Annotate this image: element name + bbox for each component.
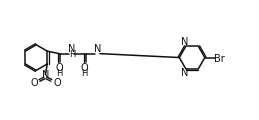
Text: H: H (56, 69, 62, 78)
Text: H: H (69, 50, 75, 59)
Text: O: O (81, 63, 88, 73)
Text: N: N (68, 44, 76, 54)
Text: O: O (30, 78, 38, 88)
Text: O: O (53, 78, 61, 88)
Text: N: N (181, 37, 188, 47)
Text: Br: Br (214, 54, 225, 64)
Text: O: O (55, 63, 63, 73)
Text: N: N (94, 44, 101, 54)
Text: H: H (81, 69, 88, 78)
Text: N: N (42, 70, 49, 80)
Text: N: N (181, 68, 188, 78)
